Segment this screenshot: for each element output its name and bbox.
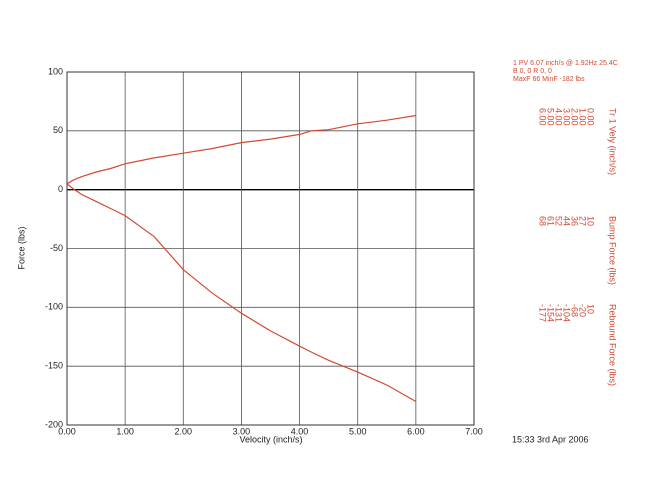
- column-value: 5.00: [546, 108, 556, 126]
- y-axis-label: Force (lbs): [16, 226, 26, 269]
- data-line: [66, 183, 417, 403]
- column-value: -104: [562, 304, 572, 322]
- y-tick-label: -50: [50, 243, 63, 253]
- readout-line: MaxF 66 MinF -182 lbs: [513, 76, 585, 83]
- column-value: 27: [578, 216, 588, 226]
- x-tick-label: 2.00: [175, 426, 193, 436]
- column-value: 61: [546, 216, 556, 226]
- x-tick-label: 5.00: [349, 426, 367, 436]
- column-value: 44: [562, 216, 572, 226]
- x-tick-label: 0.00: [58, 426, 76, 436]
- column-value: -68: [570, 304, 580, 317]
- x-tick-label: 3.00: [233, 426, 251, 436]
- column-value: 6.00: [538, 108, 548, 126]
- column-value: 52: [554, 216, 564, 226]
- column-header: Bump Force (lbs): [608, 216, 618, 285]
- y-tick-label: 100: [48, 66, 63, 76]
- y-tick-label: 50: [53, 125, 63, 135]
- column-value: 10: [586, 304, 596, 314]
- column-value: -20: [578, 304, 588, 317]
- column-value: -177: [538, 304, 548, 322]
- y-tick-label: 0: [58, 184, 63, 194]
- readout-line: B 0, 0 R 0, 0: [513, 68, 552, 75]
- column-value: 10: [586, 216, 596, 226]
- column-value: 0.00: [586, 108, 596, 126]
- column-value: 68: [538, 216, 548, 226]
- column-header: Rebound Force (lbs): [608, 304, 618, 386]
- x-tick-label: 1.00: [116, 426, 134, 436]
- data-line: [66, 114, 416, 185]
- x-axis-label: Velocity (inch/s): [239, 434, 302, 444]
- y-tick-label: -100: [45, 302, 63, 312]
- y-tick-label: -150: [45, 361, 63, 371]
- column-value: 3.00: [562, 108, 572, 126]
- column-value: 36: [570, 216, 580, 226]
- column-value: 2.00: [570, 108, 580, 126]
- x-tick-label: 6.00: [407, 426, 425, 436]
- y-tick-label: -200: [45, 419, 63, 429]
- readout-line: 1 PV 6.07 inch/s @ 1.92Hz 25.4C: [513, 60, 618, 67]
- plot-frame: [66, 71, 475, 426]
- column-value: -131: [554, 304, 564, 322]
- column-value: -154: [546, 304, 556, 322]
- column-header: Tr 1 Vely (inch/s): [608, 108, 618, 175]
- column-value: 1.00: [578, 108, 588, 126]
- timestamp: 15:33 3rd Apr 2006: [512, 434, 589, 444]
- readout-table: Tr 1 Vely (inch/s) 0.001.002.003.004.005.…: [538, 108, 618, 386]
- x-tick-label: 4.00: [291, 426, 309, 436]
- column-value: 4.00: [554, 108, 564, 126]
- x-tick-label: 7.00: [465, 426, 483, 436]
